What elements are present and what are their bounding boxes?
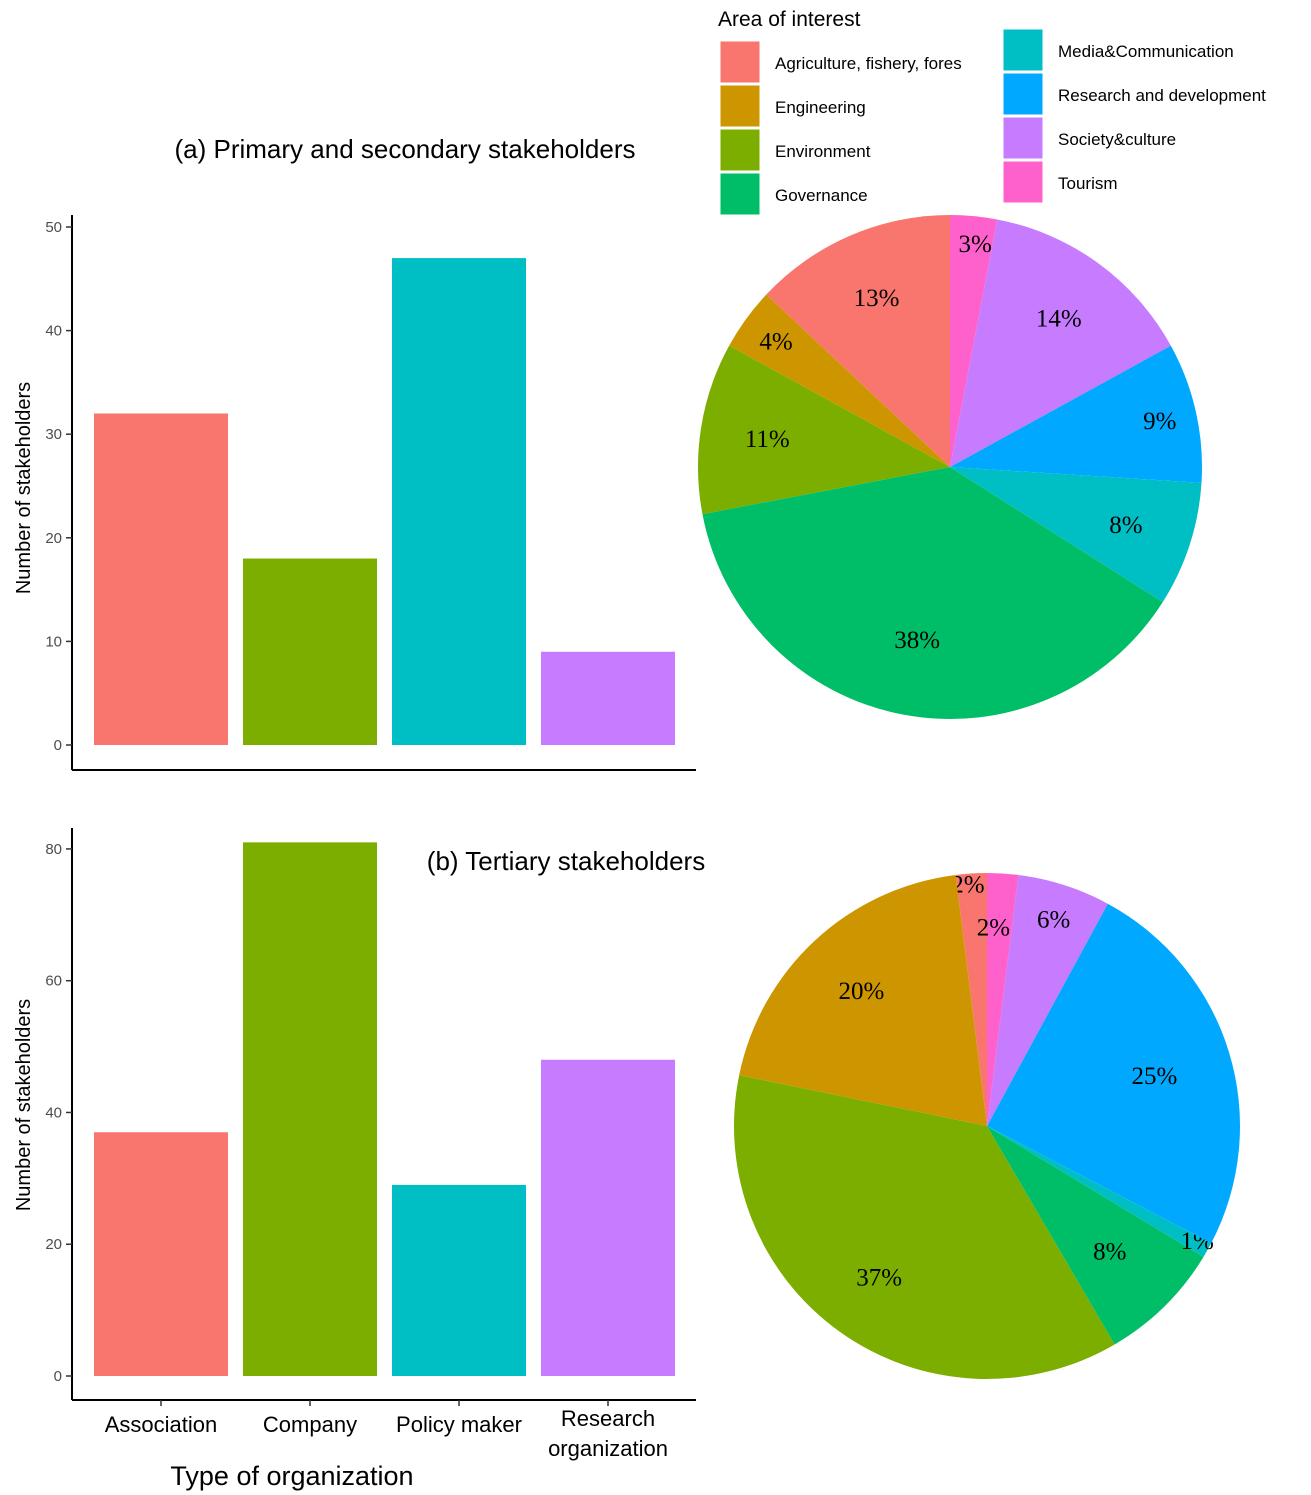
pie-slice-research — [950, 345, 1202, 483]
legend-key — [719, 84, 761, 128]
y-tick-label: 0 — [54, 737, 62, 754]
y-tick-label: 0 — [54, 1368, 62, 1385]
pie-label-governance: 8% — [1093, 1239, 1126, 1266]
x-tick-label: Company — [263, 1412, 357, 1437]
pie-slice-agriculture — [955, 873, 987, 1126]
legend-label: Agriculture, fishery, fores — [775, 54, 962, 73]
pie-chart-primary-secondary: 13% 4% 11% 38% 8% 9% 14% 3% — [698, 215, 1202, 720]
pie-slice-agriculture — [766, 215, 950, 467]
pie-label-tourism: 3% — [959, 231, 992, 258]
legend-label: Media&Communication — [1058, 42, 1234, 61]
legend-key — [1002, 28, 1044, 72]
pie-slice-environment — [698, 345, 950, 515]
y-tick-label: 50 — [45, 219, 62, 236]
y-tick-label: 30 — [45, 426, 62, 443]
pie-label-tourism: 2% — [977, 914, 1010, 941]
bar-chart-primary-secondary: 0 10 20 30 40 50 — [45, 215, 696, 771]
pie-slice-tourism — [950, 215, 998, 467]
pie-slice-media — [987, 1126, 1212, 1258]
bar-b-y-axis-title: Number of stakeholders — [13, 999, 35, 1211]
legend-label: Society&culture — [1058, 130, 1176, 149]
panel-a-title: (a) Primary and secondary stakeholders — [175, 134, 636, 164]
pie-slice-governance — [702, 467, 1163, 720]
legend-key — [719, 40, 761, 84]
pie-label-society: 14% — [1036, 305, 1082, 332]
pie-slice-society — [987, 874, 1108, 1126]
bar-a-y-axis-title: Number of stakeholders — [13, 382, 35, 594]
legend-key — [1002, 72, 1044, 116]
bar-b-x-axis-title: Type of organization — [170, 1461, 413, 1491]
pie-label-environment: 37% — [856, 1264, 902, 1291]
pie-chart-tertiary: 2%20%37%8% 1%25%6%2% — [734, 871, 1240, 1380]
x-tick-label: Policy maker — [396, 1412, 522, 1437]
bar-association — [94, 1132, 228, 1376]
pie-slice-media — [950, 467, 1202, 603]
legend-title: Area of interest — [718, 8, 861, 31]
y-tick-label: 80 — [45, 841, 62, 858]
pie-slice-environment — [734, 1075, 1115, 1380]
x-tick-label: Research — [561, 1406, 655, 1431]
bar-chart-tertiary: 0 20 40 60 80 Association Company Policy maker R… — [45, 828, 696, 1461]
pie-slice-tourism — [987, 873, 1019, 1126]
legend-label: Research and development — [1058, 86, 1266, 105]
pie-label-society: 6% — [1037, 906, 1070, 933]
legend-key — [1002, 116, 1044, 160]
pie-slice-governance — [987, 1126, 1204, 1345]
legend-label: Environment — [775, 142, 871, 161]
pie-slice-society — [950, 219, 1171, 467]
bar-research-organization — [541, 651, 675, 745]
pie-slice-research — [987, 903, 1240, 1244]
pie-label-governance: 38% — [894, 627, 940, 654]
legend-key — [719, 172, 761, 216]
y-tick-label: 40 — [45, 1104, 62, 1121]
legend-key — [1002, 160, 1044, 204]
y-tick-label: 10 — [45, 633, 62, 650]
bar-company — [243, 842, 377, 1376]
bar-company — [243, 558, 377, 745]
y-tick-label: 20 — [45, 1236, 62, 1253]
y-tick-label: 20 — [45, 530, 62, 547]
bar-research-organization — [541, 1059, 675, 1376]
pie-label-agriculture: 13% — [854, 285, 900, 312]
pie-slice-engineering — [739, 874, 987, 1126]
bar-policy-maker — [392, 1184, 526, 1376]
y-tick-label: 40 — [45, 323, 62, 340]
legend: Area of interest Agriculture, fishery, f… — [718, 8, 1266, 216]
pie-label-research: 9% — [1143, 408, 1176, 435]
bar-policy-maker — [392, 258, 526, 745]
pie-label-engineering: 20% — [838, 978, 884, 1005]
legend-key — [719, 128, 761, 172]
pie-label-environment: 11% — [745, 426, 790, 453]
y-tick-label: 60 — [45, 973, 62, 990]
x-tick-label: Association — [105, 1412, 218, 1437]
legend-label: Engineering — [775, 98, 866, 117]
pie-label-engineering: 4% — [759, 329, 792, 356]
pie-slice-engineering — [729, 294, 950, 467]
x-tick-label: organization — [548, 1436, 668, 1461]
legend-label: Tourism — [1058, 174, 1118, 193]
bar-association — [94, 413, 228, 745]
panel-b-title: (b) Tertiary stakeholders — [427, 846, 705, 876]
pie-label-research: 25% — [1132, 1063, 1178, 1090]
pie-label-media: 8% — [1109, 512, 1142, 539]
legend-label: Governance — [775, 186, 868, 205]
